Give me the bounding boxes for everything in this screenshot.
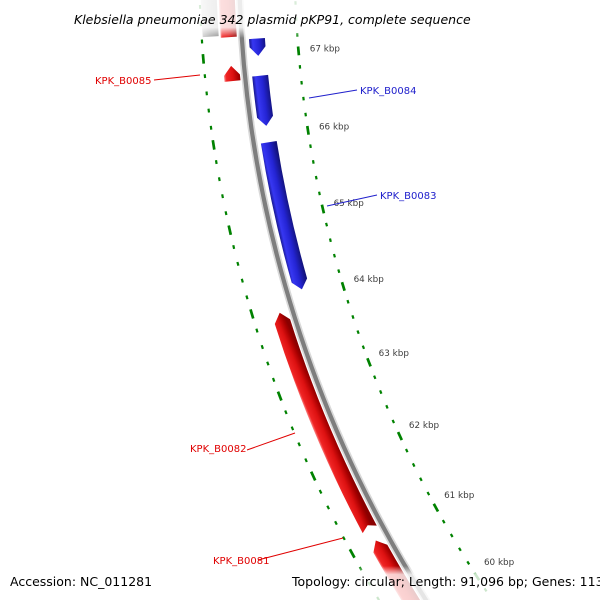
tick-inner-minor xyxy=(325,222,329,227)
gene-label-KPK_B0082[interactable]: KPK_B0082 xyxy=(190,444,246,455)
map-title: Klebsiella pneumoniae 342 plasmid pKP91,… xyxy=(74,12,471,27)
tick-inner-minor xyxy=(391,419,396,424)
plasmid-backbone-core xyxy=(237,0,429,600)
tick-outer-major-61 xyxy=(348,548,356,559)
tick-inner-minor xyxy=(314,175,318,180)
footer-fade-band xyxy=(0,566,600,600)
gene-arrow-KPK_B0084[interactable] xyxy=(252,74,273,126)
tick-inner-minor xyxy=(411,462,416,468)
tick-inner-major-66 xyxy=(305,125,310,135)
tick-inner-minor xyxy=(332,253,336,258)
tick-outer-major-62 xyxy=(309,471,317,481)
tick-inner-minor xyxy=(304,112,307,117)
gene-label-KPK_B0083[interactable]: KPK_B0083 xyxy=(380,191,436,202)
tick-outer-major-66 xyxy=(211,139,216,150)
ruler-label-67kbp: 67 kbp xyxy=(310,45,341,55)
callout-line-KPK_B0084 xyxy=(308,89,358,99)
tick-inner-minor xyxy=(419,477,423,482)
ruler-label-61kbp: 61 kbp xyxy=(444,491,475,501)
tick-outer-minor xyxy=(266,361,270,366)
gene-label-KPK_B0084[interactable]: KPK_B0084 xyxy=(360,86,416,97)
gene-arrow-KPK_B0082[interactable] xyxy=(274,312,377,534)
tick-outer-minor xyxy=(232,244,236,250)
tick-outer-minor xyxy=(304,458,308,463)
callout-line-KPK_B0081 xyxy=(257,537,344,561)
tick-inner-minor xyxy=(356,330,360,335)
tick-inner-minor xyxy=(441,519,446,524)
tick-outer-major-65 xyxy=(227,225,233,236)
tick-inner-minor xyxy=(309,144,312,149)
tick-outer-minor xyxy=(221,194,224,199)
gene-callouts: KPK_B0085 KPK_B0084 KPK_B0083 KPK_B0082 KPK_… xyxy=(95,74,436,567)
tick-outer-minor xyxy=(207,108,211,113)
tick-outer-minor xyxy=(342,536,346,541)
tick-inner-minor xyxy=(373,375,377,380)
tick-outer-major-64 xyxy=(249,309,255,319)
tick-inner-minor xyxy=(351,314,355,320)
tick-outer-minor xyxy=(217,177,221,182)
callout-line-KPK_B0082 xyxy=(246,432,296,451)
tick-outer-minor xyxy=(214,160,218,165)
tick-outer-minor xyxy=(245,295,249,300)
tick-inner-minor xyxy=(337,269,341,274)
map-rings xyxy=(198,0,488,600)
tick-outer-minor xyxy=(297,442,301,447)
tick-inner-minor xyxy=(318,191,321,196)
gene-arrow-KPK_B0085[interactable] xyxy=(224,65,241,82)
tick-inner-minor xyxy=(346,299,350,304)
gene-arrow-gene-blue-unlabeled[interactable] xyxy=(249,38,266,56)
ruler-label-66kbp: 66 kbp xyxy=(319,122,350,132)
tick-inner-major-64 xyxy=(340,281,346,292)
tick-inner-minor xyxy=(405,448,409,453)
tick-outer-major-63 xyxy=(276,391,283,401)
tick-inner-minor xyxy=(361,345,366,350)
tick-inner-minor xyxy=(449,533,454,538)
tick-inner-major-67 xyxy=(296,46,301,56)
tick-outer-minor xyxy=(284,410,288,415)
tick-inner-minor xyxy=(328,238,332,243)
ruler-label-64kbp: 64 kbp xyxy=(354,275,385,285)
gene-arrow-KPK_B0083[interactable] xyxy=(260,141,308,290)
tick-outer-minor xyxy=(326,505,330,510)
tick-outer-minor xyxy=(290,426,295,431)
tick-inner-minor xyxy=(311,160,315,164)
tick-outer-minor xyxy=(255,328,259,333)
tick-outer-minor xyxy=(271,377,276,382)
tick-inner-major-63 xyxy=(366,357,372,367)
tick-outer-minor xyxy=(209,125,213,130)
tick-inner-minor xyxy=(426,491,431,496)
tick-inner-major-61 xyxy=(432,503,440,513)
gene-label-KPK_B0081[interactable]: KPK_B0081 xyxy=(213,556,269,567)
tick-outer-minor xyxy=(318,489,323,494)
tick-inner-minor xyxy=(385,404,389,409)
callout-line-KPK_B0085 xyxy=(153,74,201,81)
ruler-label-60kbp: 60 kbp xyxy=(484,558,515,568)
tick-inner-minor xyxy=(458,547,462,552)
ruler-labels: 60 kbp 61 kbp 62 kbp 63 kbp 64 kbp 65 kbp 66 k… xyxy=(310,45,515,569)
title-fade-band xyxy=(0,0,600,38)
ruler-label-63kbp: 63 kbp xyxy=(379,349,410,359)
gene-label-KPK_B0085[interactable]: KPK_B0085 xyxy=(95,76,151,87)
ruler-label-65kbp: 65 kbp xyxy=(334,199,365,209)
tick-outer-minor xyxy=(224,211,228,216)
tick-inner-major-62 xyxy=(396,431,404,441)
callout-line-KPK_B0083 xyxy=(326,194,378,207)
footer-topology: Topology: circular; Length: 91,096 bp; G… xyxy=(291,574,600,589)
footer-accession: Accession: NC_011281 xyxy=(10,574,152,589)
tick-outer-major-67 xyxy=(201,53,206,64)
tick-inner-minor xyxy=(379,389,383,395)
tick-outer-minor xyxy=(334,520,338,526)
tick-inner-minor xyxy=(466,560,471,565)
tick-outer-minor xyxy=(260,344,264,350)
tick-outer-minor xyxy=(240,278,244,283)
ruler-label-62kbp: 62 kbp xyxy=(409,421,440,431)
tick-outer-minor xyxy=(236,261,240,266)
tick-inner-major-65 xyxy=(320,204,326,214)
